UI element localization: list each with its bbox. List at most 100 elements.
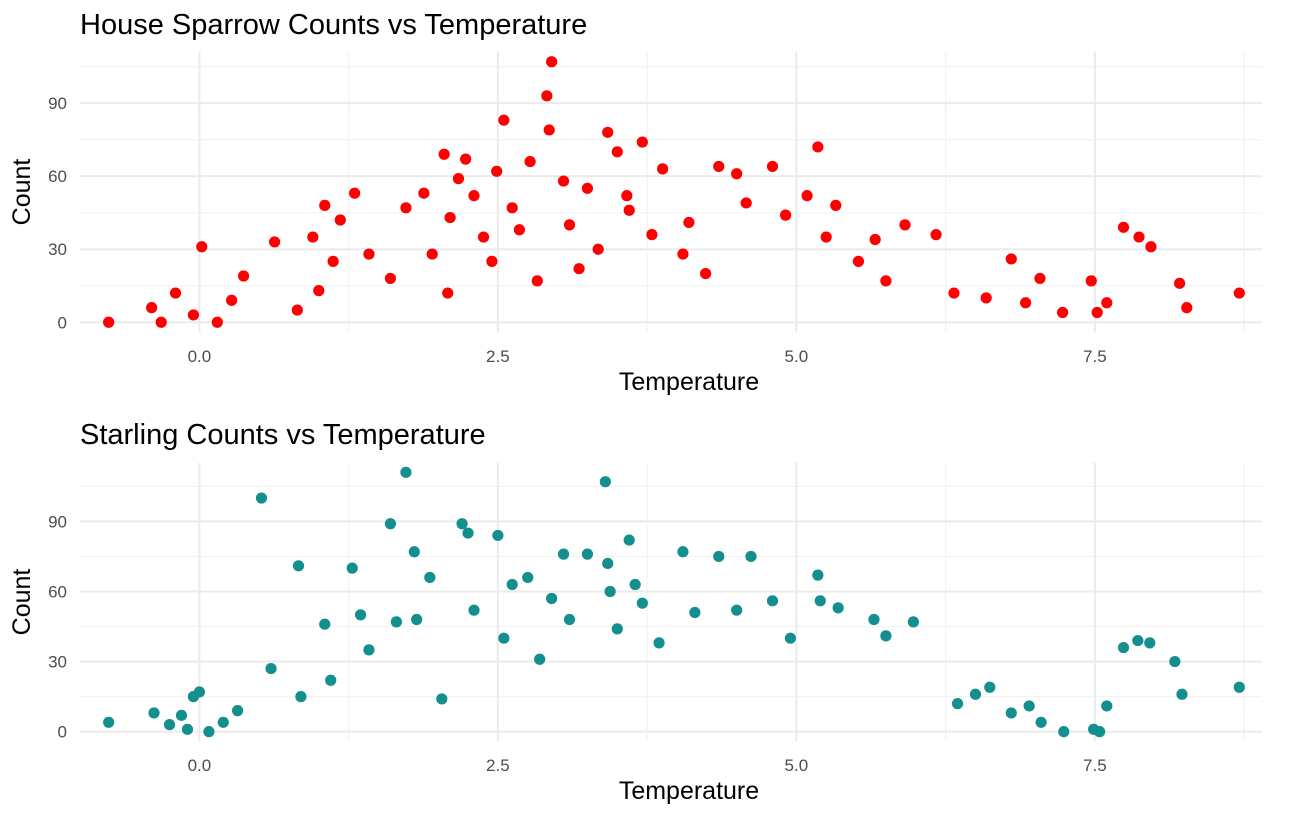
- data-point: [636, 136, 648, 148]
- data-point: [1023, 700, 1035, 712]
- data-point: [1181, 302, 1193, 314]
- scatter-points: [103, 466, 1245, 738]
- data-point: [327, 255, 339, 267]
- data-point: [363, 248, 375, 260]
- data-point: [319, 199, 331, 211]
- data-point: [155, 316, 167, 328]
- data-point: [408, 546, 420, 558]
- data-point: [657, 163, 669, 175]
- data-point: [491, 165, 503, 177]
- data-point: [731, 168, 743, 180]
- data-point: [812, 141, 824, 153]
- y-tick-label: 0: [58, 723, 67, 742]
- data-point: [563, 613, 576, 626]
- data-point: [801, 190, 813, 202]
- data-point: [784, 632, 796, 644]
- chart-panel-1: 0.0 2.5 5.0 7.5 0 30 60 90 House Sparrow Counts …: [8, 9, 1262, 396]
- data-point: [899, 219, 911, 231]
- data-point: [623, 534, 635, 546]
- data-point: [354, 609, 367, 621]
- data-point: [880, 630, 892, 642]
- data-point: [563, 219, 576, 231]
- data-point: [766, 595, 779, 607]
- data-point: [349, 187, 361, 199]
- data-point: [334, 214, 346, 226]
- y-axis-title: Count: [8, 569, 36, 636]
- data-point: [948, 287, 960, 299]
- x-tick-label: 5.0: [785, 347, 809, 366]
- data-point: [1133, 231, 1145, 243]
- data-point: [418, 187, 430, 199]
- data-point: [581, 548, 594, 560]
- data-point: [146, 302, 158, 314]
- data-point: [602, 557, 614, 570]
- x-tick-label: 7.5: [1083, 756, 1107, 775]
- data-point: [832, 602, 844, 614]
- data-point: [506, 202, 518, 214]
- x-axis-title: Temperature: [619, 368, 759, 396]
- data-point: [513, 224, 525, 236]
- data-point: [203, 726, 215, 738]
- data-point: [468, 190, 480, 202]
- x-tick-label: 2.5: [486, 347, 510, 366]
- data-point: [599, 476, 611, 488]
- data-point: [812, 569, 824, 581]
- data-point: [1091, 306, 1103, 319]
- data-point: [1005, 707, 1017, 719]
- data-point: [237, 270, 250, 282]
- data-point: [543, 124, 555, 136]
- data-point: [426, 248, 438, 260]
- data-point: [611, 623, 623, 635]
- data-point: [196, 241, 208, 253]
- data-point: [1020, 297, 1032, 309]
- data-point: [400, 466, 412, 478]
- data-point: [295, 691, 307, 703]
- y-tick-label: 90: [48, 94, 67, 113]
- data-point: [163, 719, 176, 731]
- data-point: [452, 173, 465, 185]
- data-point: [424, 571, 436, 584]
- data-point: [211, 316, 223, 328]
- data-point: [984, 681, 996, 693]
- data-point: [621, 190, 633, 202]
- data-point: [1085, 275, 1097, 287]
- y-axis-title: Count: [8, 159, 36, 226]
- data-point: [175, 709, 188, 721]
- data-point: [604, 585, 616, 598]
- data-point: [363, 644, 375, 656]
- data-point: [291, 304, 303, 316]
- data-point: [677, 248, 689, 260]
- data-point: [522, 571, 534, 584]
- data-point: [745, 550, 757, 563]
- data-point: [880, 275, 892, 287]
- data-point: [1233, 287, 1245, 299]
- data-point: [930, 229, 942, 241]
- x-tick-label: 0.0: [188, 756, 212, 775]
- data-point: [103, 316, 115, 328]
- chart-panel-2: 0.0 2.5 5.0 7.5 0 30 60 90 Starling Counts vs Te…: [8, 419, 1262, 805]
- data-point: [623, 204, 635, 216]
- y-tick-label: 30: [48, 653, 67, 672]
- data-point: [148, 707, 160, 719]
- data-point: [557, 175, 570, 187]
- data-point: [444, 211, 456, 224]
- data-point: [581, 182, 594, 194]
- data-point: [1145, 241, 1157, 253]
- data-point: [653, 637, 665, 649]
- data-point: [1005, 253, 1017, 265]
- data-point: [438, 148, 450, 160]
- y-tick-label: 60: [48, 167, 67, 186]
- data-point: [436, 693, 448, 705]
- data-point: [629, 578, 641, 591]
- data-point: [1117, 221, 1130, 233]
- data-point: [1094, 726, 1106, 738]
- data-point: [492, 529, 504, 542]
- data-point: [713, 160, 725, 173]
- scatter-points: [103, 56, 1245, 328]
- data-point: [390, 616, 402, 628]
- data-point: [232, 705, 244, 717]
- data-point: [468, 604, 480, 616]
- data-point: [852, 255, 865, 267]
- data-point: [541, 90, 553, 102]
